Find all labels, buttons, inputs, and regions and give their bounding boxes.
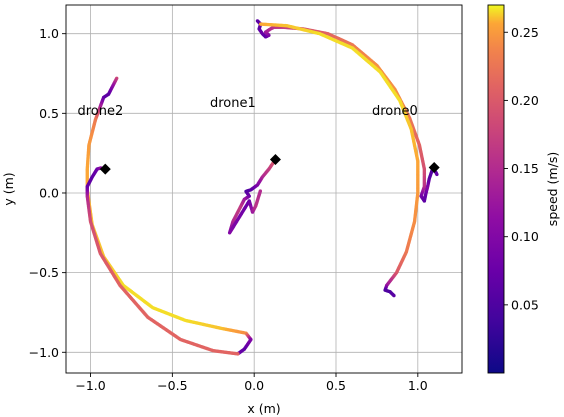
- y-tick-label: −1.0: [29, 345, 59, 360]
- plot-frame: [65, 4, 463, 374]
- y-tick-label: 1.0: [39, 26, 59, 41]
- y-tick-label: 0.0: [39, 185, 59, 200]
- y-tick-label: −0.5: [29, 265, 59, 280]
- annotation-drone0: drone0: [372, 104, 418, 119]
- drone-marker-drone0: [428, 161, 440, 173]
- colorbar-tick-label: 0.05: [511, 297, 539, 312]
- trajectory-point: [392, 293, 396, 298]
- grid-lines: [66, 5, 462, 373]
- x-tick-label: 0.0: [244, 378, 264, 393]
- colorbar-tick-label: 0.15: [511, 161, 539, 176]
- trajectory-point: [435, 172, 439, 177]
- x-tick-label: −0.5: [157, 378, 187, 393]
- x-ticks: −1.0 −0.5 0.0 0.5 1.0: [75, 373, 428, 393]
- trajectory-point: [258, 189, 263, 193]
- drone-annotations: drone2 drone1 drone0: [77, 96, 417, 119]
- y-tick-label: 0.5: [39, 106, 59, 121]
- drone-marker-drone2: [99, 163, 111, 175]
- x-tick-label: −1.0: [75, 378, 105, 393]
- colorbar-ticks: 0.05 0.10 0.15 0.20 0.25: [504, 25, 539, 312]
- drone-marker-drone1: [269, 154, 281, 166]
- y-ticks: −1.0 −0.5 0.0 0.5 1.0: [29, 26, 66, 360]
- colorbar-label: speed (m/s): [545, 152, 560, 226]
- y-axis-label: y (m): [1, 172, 16, 205]
- x-tick-label: 1.0: [408, 378, 428, 393]
- drone-markers: [99, 154, 440, 175]
- trajectory-points: [85, 19, 439, 356]
- colorbar-tick-label: 0.10: [511, 229, 539, 244]
- colorbar-tick-label: 0.25: [511, 25, 539, 40]
- annotation-drone2: drone2: [77, 104, 123, 119]
- colorbar: [487, 4, 505, 374]
- x-axis-label: x (m): [247, 401, 280, 416]
- colorbar-tick-label: 0.20: [511, 93, 539, 108]
- x-tick-label: 0.5: [326, 378, 346, 393]
- annotation-drone1: drone1: [210, 96, 256, 111]
